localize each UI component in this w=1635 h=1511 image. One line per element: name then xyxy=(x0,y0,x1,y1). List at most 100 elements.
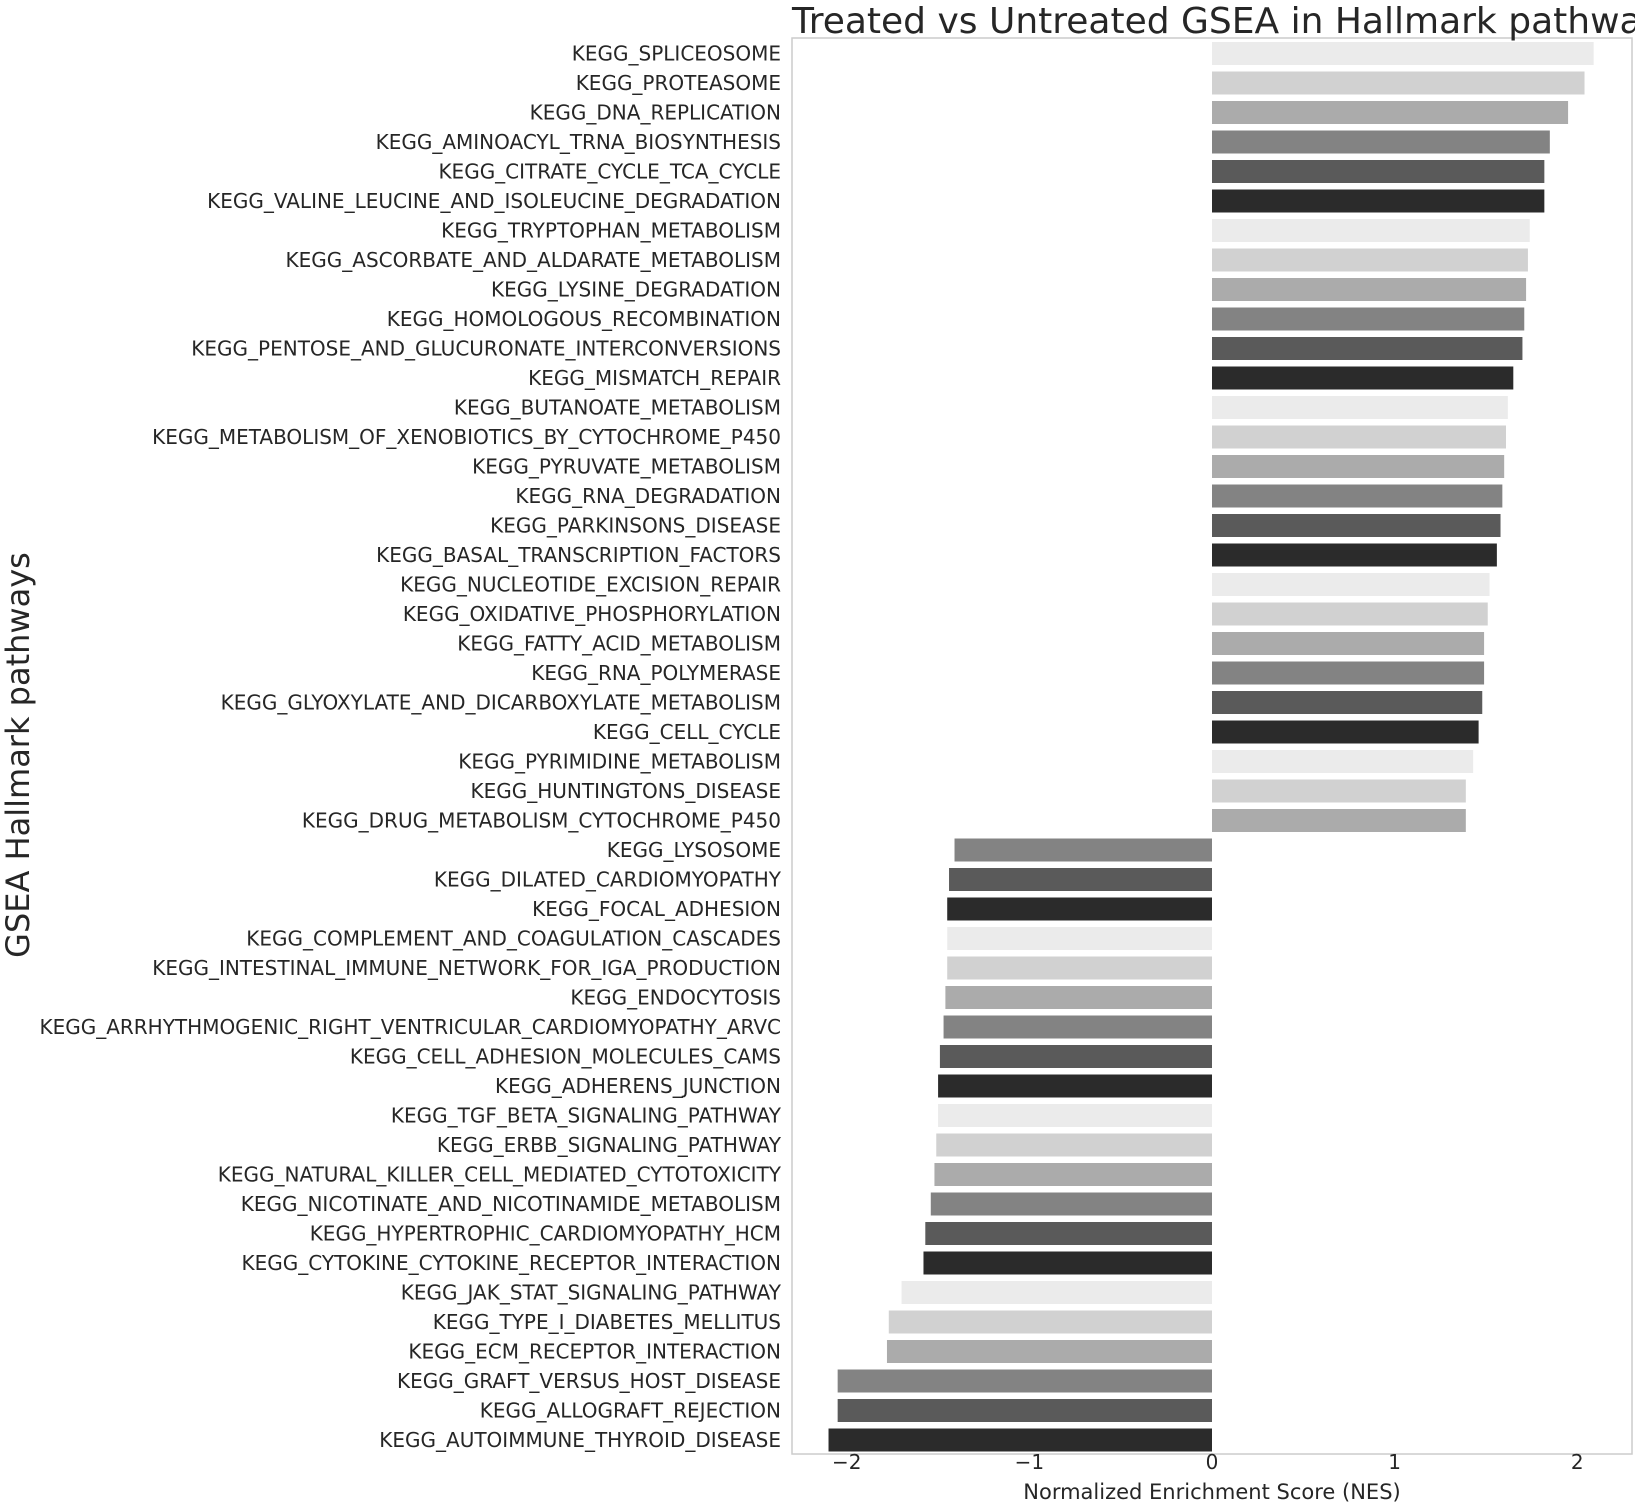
bar-kegg-nucleotide-excision-repair xyxy=(1212,573,1490,596)
bar-kegg-rna-degradation xyxy=(1212,484,1503,508)
bar-kegg-citrate-cycle-tca-cycle xyxy=(1212,160,1545,183)
y-tick-label: KEGG_CELL_ADHESION_MOLECULES_CAMS xyxy=(350,1045,781,1069)
bar-kegg-fatty-acid-metabolism xyxy=(1212,632,1485,655)
bar-kegg-allograft-rejection xyxy=(837,1399,1212,1422)
bar-kegg-butanoate-metabolism xyxy=(1212,396,1508,419)
bar-kegg-homologous-recombination xyxy=(1212,307,1525,331)
y-tick-label: KEGG_PYRUVATE_METABOLISM xyxy=(472,455,781,479)
x-tick-label: 0 xyxy=(1206,1450,1219,1474)
x-axis-label: Normalized Enrichment Score (NES) xyxy=(1023,1480,1401,1504)
bar-kegg-natural-killer-cell-mediated-cytotoxicity xyxy=(934,1163,1212,1186)
y-tick-label: KEGG_JAK_STAT_SIGNALING_PATHWAY xyxy=(401,1281,782,1305)
bar-kegg-aminoacyl-trna-biosynthesis xyxy=(1212,130,1550,154)
x-tick-labels: −2 −1 0 1 2 xyxy=(832,1450,1584,1474)
y-tick-label: KEGG_FOCAL_ADHESION xyxy=(532,897,781,921)
y-tick-label: KEGG_HYPERTROPHIC_CARDIOMYOPATHY_HCM xyxy=(310,1222,781,1246)
y-tick-label: KEGG_METABOLISM_OF_XENOBIOTICS_BY_CYTOCH… xyxy=(152,425,781,449)
bar-kegg-endocytosis xyxy=(945,986,1212,1009)
bar-kegg-pyrimidine-metabolism xyxy=(1212,750,1474,773)
y-tick-label: KEGG_NICOTINATE_AND_NICOTINAMIDE_METABOL… xyxy=(241,1192,781,1216)
y-tick-label: KEGG_NATURAL_KILLER_CELL_MEDIATED_CYTOTO… xyxy=(218,1163,782,1187)
y-tick-label: KEGG_OXIDATIVE_PHOSPHORYLATION xyxy=(403,602,781,626)
y-tick-label: KEGG_DRUG_METABOLISM_CYTOCHROME_P450 xyxy=(302,809,781,833)
bar-kegg-drug-metabolism-cytochrome-p450 xyxy=(1212,809,1466,832)
y-tick-label: KEGG_SPLICEOSOME xyxy=(572,42,781,66)
bar-kegg-spliceosome xyxy=(1212,42,1594,65)
y-tick-label: KEGG_ASCORBATE_AND_ALDARATE_METABOLISM xyxy=(286,248,781,272)
bar-kegg-graft-versus-host-disease xyxy=(837,1369,1212,1393)
y-tick-label: KEGG_VALINE_LEUCINE_AND_ISOLEUCINE_DEGRA… xyxy=(207,189,781,213)
bar-kegg-metabolism-of-xenobiotics-by-cytochrome-p450 xyxy=(1212,425,1506,449)
bar-kegg-proteasome xyxy=(1212,71,1585,95)
y-tick-label: KEGG_BASAL_TRANSCRIPTION_FACTORS xyxy=(376,543,781,567)
y-tick-label: KEGG_TRYPTOPHAN_METABOLISM xyxy=(441,219,781,243)
y-tick-label: KEGG_CITRATE_CYCLE_TCA_CYCLE xyxy=(438,160,781,184)
bar-kegg-type-i-diabetes-mellitus xyxy=(888,1310,1212,1334)
bar-kegg-tgf-beta-signaling-pathway xyxy=(938,1104,1212,1127)
y-tick-label: KEGG_ERBB_SIGNALING_PATHWAY xyxy=(437,1133,782,1157)
bar-kegg-cell-cycle xyxy=(1212,720,1479,744)
bar-kegg-dna-replication xyxy=(1212,101,1569,124)
y-tick-label: KEGG_CELL_CYCLE xyxy=(593,720,781,744)
y-tick-label: KEGG_NUCLEOTIDE_EXCISION_REPAIR xyxy=(400,573,781,597)
y-tick-label: KEGG_PYRIMIDINE_METABOLISM xyxy=(458,750,781,774)
bar-kegg-rna-polymerase xyxy=(1212,661,1485,685)
bar-kegg-lysosome xyxy=(954,838,1212,862)
x-tick-label: −1 xyxy=(1015,1450,1044,1474)
bar-kegg-erbb-signaling-pathway xyxy=(936,1133,1212,1157)
y-tick-label: KEGG_COMPLEMENT_AND_COAGULATION_CASCADES xyxy=(246,927,781,951)
y-tick-labels: KEGG_SPLICEOSOME KEGG_PROTEASOME KEGG_DNA_… xyxy=(39,42,781,1453)
y-tick-label: KEGG_RNA_DEGRADATION xyxy=(515,484,781,508)
y-tick-label: KEGG_ALLOGRAFT_REJECTION xyxy=(480,1399,781,1423)
y-tick-label: KEGG_ADHERENS_JUNCTION xyxy=(495,1074,781,1098)
y-tick-label: KEGG_TGF_BETA_SIGNALING_PATHWAY xyxy=(391,1104,782,1128)
y-tick-label: KEGG_DILATED_CARDIOMYOPATHY xyxy=(434,868,782,892)
y-tick-label: KEGG_RNA_POLYMERASE xyxy=(531,661,781,685)
bar-kegg-dilated-cardiomyopathy xyxy=(949,868,1212,891)
bar-kegg-intestinal-immune-network-for-iga-production xyxy=(947,956,1212,980)
bar-kegg-oxidative-phosphorylation xyxy=(1212,602,1488,626)
bar-kegg-adherens-junction xyxy=(938,1074,1212,1098)
y-tick-label: KEGG_GLYOXYLATE_AND_DICARBOXYLATE_METABO… xyxy=(221,691,781,715)
bar-kegg-huntingtons-disease xyxy=(1212,779,1466,803)
y-tick-label: KEGG_AUTOIMMUNE_THYROID_DISEASE xyxy=(379,1428,781,1452)
bar-kegg-hypertrophic-cardiomyopathy-hcm xyxy=(925,1222,1212,1245)
y-axis-label: GSEA Hallmark pathways xyxy=(0,552,37,958)
y-tick-label: KEGG_CYTOKINE_CYTOKINE_RECEPTOR_INTERACT… xyxy=(241,1251,781,1275)
bar-kegg-lysine-degradation xyxy=(1212,278,1527,301)
bar-kegg-jak-stat-signaling-pathway xyxy=(901,1281,1212,1304)
bar-kegg-basal-transcription-factors xyxy=(1212,543,1497,567)
y-tick-label: KEGG_HUNTINGTONS_DISEASE xyxy=(470,779,781,803)
y-tick-label: KEGG_ECM_RECEPTOR_INTERACTION xyxy=(408,1340,781,1364)
y-tick-label: KEGG_BUTANOATE_METABOLISM xyxy=(454,396,781,420)
bars-layer xyxy=(828,42,1594,1452)
y-tick-label: KEGG_AMINOACYL_TRNA_BIOSYNTHESIS xyxy=(376,130,781,154)
x-tick-label: 2 xyxy=(1571,1450,1584,1474)
bar-kegg-arrhythmogenic-right-ventricular-cardiomyopathy-arvc xyxy=(943,1015,1212,1039)
y-tick-label: KEGG_HOMOLOGOUS_RECOMBINATION xyxy=(387,307,781,331)
bar-kegg-nicotinate-and-nicotinamide-metabolism xyxy=(930,1192,1212,1216)
plot-area-frame xyxy=(791,37,1633,1455)
bar-kegg-cytokine-cytokine-receptor-interaction xyxy=(923,1251,1212,1275)
y-tick-label: KEGG_ENDOCYTOSIS xyxy=(570,986,781,1010)
bar-kegg-cell-adhesion-molecules-cams xyxy=(939,1045,1212,1068)
y-tick-label: KEGG_PARKINSONS_DISEASE xyxy=(490,514,781,538)
bar-kegg-mismatch-repair xyxy=(1212,366,1514,390)
bar-kegg-parkinsons-disease xyxy=(1212,514,1501,537)
x-tick-label: 1 xyxy=(1388,1450,1401,1474)
y-tick-label: KEGG_PROTEASOME xyxy=(576,71,781,95)
y-tick-label: KEGG_GRAFT_VERSUS_HOST_DISEASE xyxy=(397,1369,781,1393)
bar-kegg-glyoxylate-and-dicarboxylate-metabolism xyxy=(1212,691,1483,714)
bar-kegg-pentose-and-glucuronate-interconversions xyxy=(1212,337,1523,360)
y-tick-label: KEGG_TYPE_I_DIABETES_MELLITUS xyxy=(433,1310,781,1334)
y-tick-label: KEGG_PENTOSE_AND_GLUCURONATE_INTERCONVER… xyxy=(191,337,781,361)
bar-kegg-valine-leucine-and-isoleucine-degradation xyxy=(1212,189,1545,213)
y-tick-label: KEGG_DNA_REPLICATION xyxy=(530,101,781,125)
y-tick-label: KEGG_MISMATCH_REPAIR xyxy=(528,366,781,390)
bar-kegg-tryptophan-metabolism xyxy=(1212,219,1530,242)
bar-kegg-pyruvate-metabolism xyxy=(1212,455,1505,478)
bar-kegg-ascorbate-and-aldarate-metabolism xyxy=(1212,248,1528,272)
chart-title: Treated vs Untreated GSEA in Hallmark pa… xyxy=(792,1,1635,42)
bar-kegg-ecm-receptor-interaction xyxy=(886,1340,1212,1363)
